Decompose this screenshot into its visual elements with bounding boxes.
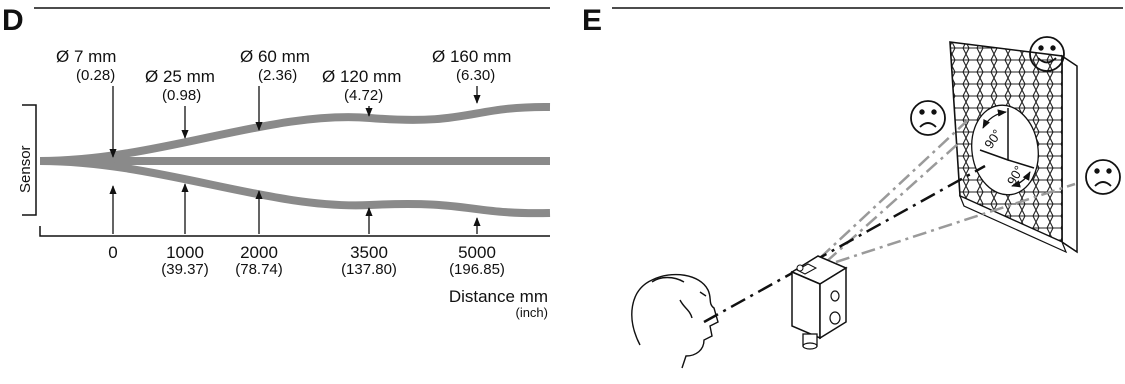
sensor-front — [791, 270, 821, 340]
sensor-lens — [795, 263, 818, 275]
bottom-arrows — [109, 183, 481, 234]
sensor-led — [796, 264, 804, 272]
diameter-label-1: Ø 7 mm — [56, 47, 116, 66]
diameter-labels: Ø 7 mm (0.28) Ø 25 mm (0.98) Ø 60 mm (2.… — [56, 47, 511, 104]
panel-d: D Sensor Ø 7 mm (0.28) Ø 25 mm (0.98) Ø … — [2, 4, 551, 320]
distance-inch-3: (78.74) — [235, 261, 283, 278]
distance-axis-label: Distance mm — [449, 287, 548, 306]
beam-right — [835, 182, 1076, 264]
beam-profile — [39, 102, 551, 218]
diameter-inch-5: (6.30) — [456, 67, 495, 84]
reflector-panel: 90° 90° — [949, 41, 1078, 254]
panel-d-letter: D — [2, 4, 24, 37]
distance-label-1: 0 — [108, 243, 117, 262]
head-hair — [651, 276, 685, 283]
diameter-label-5: Ø 160 mm — [432, 47, 511, 66]
line-of-sight — [703, 164, 986, 324]
distance-inch-5: (196.85) — [449, 261, 505, 278]
panel-e: E 90° 90° — [582, 4, 1123, 369]
diameter-inch-2: (0.98) — [162, 87, 201, 104]
sensor-label: Sensor — [17, 145, 34, 193]
distance-label-5: 5000 — [458, 243, 496, 262]
reflector-side — [1061, 54, 1078, 254]
distance-axis-unit: (inch) — [515, 305, 548, 320]
distance-inch-2: (39.37) — [161, 261, 209, 278]
diameter-inch-4: (4.72) — [344, 87, 383, 104]
reflector-ledge — [958, 194, 1068, 254]
beam-left-sad-link — [819, 119, 969, 259]
sensor-mount-hole-2 — [830, 290, 840, 302]
diameter-inch-1: (0.28) — [76, 67, 115, 84]
head-ear — [679, 299, 693, 319]
sensor-connector-base — [802, 342, 818, 350]
sad-face-icon — [910, 100, 946, 136]
distance-label-4: 3500 — [350, 243, 388, 262]
angle-arc-2 — [1011, 171, 1031, 188]
sad-face-icon-right — [1085, 159, 1121, 195]
top-arrows — [109, 86, 481, 158]
diameter-inch-3: (2.36) — [258, 67, 297, 84]
sensor-bracket — [22, 104, 37, 216]
head-eye — [699, 291, 707, 297]
distance-axis — [39, 226, 550, 237]
person-head-icon — [631, 273, 719, 369]
sensor-mount-hole-1 — [829, 311, 841, 325]
distance-labels: 0 1000 (39.37) 2000 (78.74) 3500 (137.80… — [108, 243, 548, 320]
angle-arc-1 — [982, 109, 1007, 129]
panel-e-letter: E — [582, 4, 602, 37]
beam-lower-edge — [39, 157, 551, 218]
beam-upper-edge — [39, 102, 551, 165]
diameter-label-3: Ø 60 mm — [240, 47, 310, 66]
angle-axis-right — [1007, 159, 1035, 169]
sensor-device — [790, 255, 848, 350]
distance-inch-4: (137.80) — [341, 261, 397, 278]
head-outline — [631, 273, 719, 369]
distance-label-2: 1000 — [166, 243, 204, 262]
smiley-face-icon — [1029, 36, 1065, 72]
diameter-label-4: Ø 120 mm — [322, 67, 401, 86]
diameter-label-2: Ø 25 mm — [145, 67, 215, 86]
distance-label-3: 2000 — [240, 243, 278, 262]
